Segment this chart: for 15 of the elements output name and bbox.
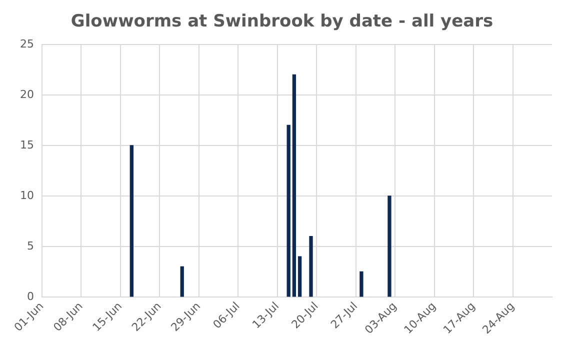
bar xyxy=(360,271,364,297)
y-tick-label: 10 xyxy=(20,188,34,202)
bar xyxy=(292,74,296,297)
bar xyxy=(309,236,313,297)
bar xyxy=(298,256,302,297)
y-tick-label: 5 xyxy=(26,239,34,252)
y-tick-label: 15 xyxy=(20,138,34,152)
bar xyxy=(286,124,290,297)
y-tick-label: 0 xyxy=(26,290,34,303)
y-tick-label: 25 xyxy=(20,37,34,50)
bar xyxy=(180,266,184,297)
bar xyxy=(388,196,392,297)
y-tick-label: 20 xyxy=(20,88,34,101)
bar xyxy=(130,145,134,297)
chart-title: Glowworms at Swinbrook by date - all years xyxy=(70,12,494,32)
